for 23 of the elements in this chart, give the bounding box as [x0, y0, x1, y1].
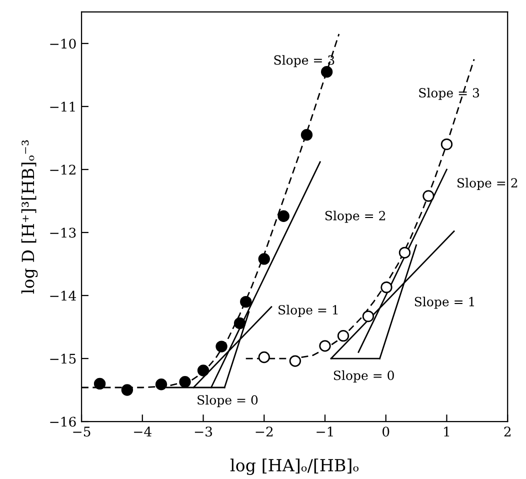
y-tick-label: −10: [50, 38, 76, 49]
x-tick-label: −4: [134, 426, 152, 436]
y-axis-title: log D [H⁺]³[HB]ₒ⁻³: [21, 140, 38, 294]
y-tick-label: −15: [50, 354, 76, 364]
x-tick-label: −2: [256, 426, 273, 436]
x-tick-label: 2: [504, 426, 510, 436]
x-tick-label: −3: [194, 426, 212, 437]
x-axis-title: log [HA]ₒ/[HB]ₒ: [230, 458, 359, 475]
annotation: Slope = 2: [325, 210, 386, 223]
y-tick-label: −11: [50, 102, 75, 112]
x-tick-label: −5: [73, 426, 90, 437]
annotation: Slope = 1: [414, 296, 474, 309]
y-tick-label: −14: [50, 290, 76, 301]
y-tick-label: −13: [50, 228, 76, 238]
annotation: Slope = 0: [334, 370, 394, 383]
annotation: Slope = 2: [458, 178, 518, 190]
y-tick-label: −12: [50, 164, 76, 175]
annotation: Slope = 1: [278, 304, 338, 317]
x-tick-label: 0: [382, 426, 390, 437]
x-tick-label: −1: [316, 426, 333, 436]
annotation: Slope = 0: [198, 394, 258, 408]
x-tick-label: 1: [444, 426, 450, 436]
y-tick-label: −16: [50, 416, 76, 427]
